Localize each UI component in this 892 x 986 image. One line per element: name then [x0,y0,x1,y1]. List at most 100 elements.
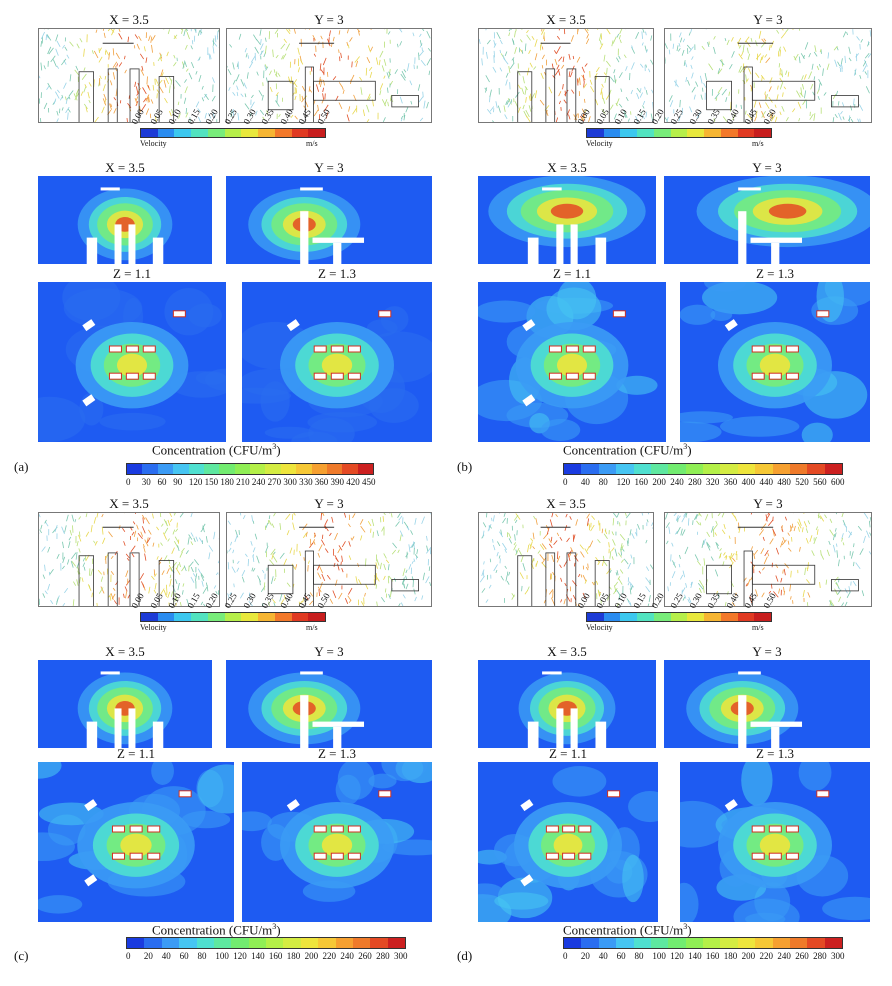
colorbar-swatch [737,129,755,137]
concentration-tick-label: 80 [197,951,207,961]
colorbar-swatch [754,613,772,621]
vector-field [227,29,431,122]
vector-plot-title: X = 3.5 [546,496,586,511]
colorbar-swatch [653,129,671,137]
colorbar-swatch [824,464,842,474]
colorbar-swatch [326,464,343,474]
contour-field [686,671,803,748]
colorbar-swatch [653,613,671,621]
colorbar-swatch [755,464,773,474]
concentration-tick-label: 390 [330,477,345,487]
colorbar-swatch [616,464,634,474]
colorbar-swatch [564,464,582,474]
colorbar-swatch [318,938,336,948]
velocity-unit: m/s [752,139,764,148]
concentration-tick-label: 100 [652,951,666,961]
velocity-label: Velocity [586,139,613,148]
plan-plot-title: Z = 1.1 [552,266,592,281]
concentration-tick-label: 240 [251,477,266,487]
concentration-title: Concentration (CFU/m3) [152,922,281,938]
velocity-label: Velocity [140,139,167,148]
contour-field [77,671,173,748]
velocity-colorbar [140,128,326,138]
concentration-title-close: ) [687,922,692,938]
plan-plot-title: Z = 1.3 [755,746,795,761]
velocity-vector-plot [226,512,432,607]
concentration-tick-label: 60 [616,951,626,961]
colorbar-swatch [173,464,189,474]
colorbar-swatch [250,464,266,474]
concentration-tick-label: 30 [141,477,151,487]
concentration-title-close: ) [276,442,281,458]
plan-plot-title: Z = 1.1 [112,266,152,281]
colorbar-swatch [157,129,175,137]
concentration-tick-label: 140 [251,951,265,961]
concentration-tick-label: 440 [759,477,774,487]
colorbar-swatch [283,938,301,948]
colorbar-swatch [737,464,756,474]
colorbar-swatch [127,464,143,474]
vector-plot-title: Y = 3 [753,496,783,511]
concentration-section-plot [664,660,870,748]
colorbar-swatch [720,129,738,137]
concentration-tick-label: 210 [236,477,250,487]
plan-plot-title: Z = 1.1 [116,746,156,761]
contour-plot-title: Y = 3 [314,644,344,659]
colorbar-swatch [141,129,158,137]
vector-field [665,29,871,122]
concentration-section-plot [226,660,432,748]
velocity-vector-plot [478,512,654,607]
contour-field [478,282,658,442]
colorbar-swatch [637,129,654,137]
concentration-tick-label: 360 [314,477,329,487]
concentration-title-sup: 3 [272,922,277,931]
vector-plot-title: Y = 3 [753,12,783,27]
colorbar-swatch [352,938,371,948]
contour-field [242,762,432,902]
colorbar-swatch [231,938,249,948]
colorbar-swatch [335,938,353,948]
concentration-tick-label: 240 [670,477,684,487]
plan-plot-title: Z = 1.1 [548,746,588,761]
concentration-tick-label: 280 [813,951,827,961]
concentration-tick-label: 560 [813,477,827,487]
colorbar-swatch [807,938,825,948]
vector-field [665,513,871,606]
concentration-tick-label: 200 [652,477,666,487]
concentration-tick-label: 600 [831,477,845,487]
concentration-title: Concentration (CFU/m3) [152,442,281,458]
concentration-title-text: Concentration (CFU/m [563,442,684,458]
colorbar-swatch [300,938,319,948]
colorbar-swatch [241,129,259,137]
concentration-title-sup: 3 [683,922,688,931]
vector-plot-title: X = 3.5 [546,12,586,27]
concentration-title-text: Concentration (CFU/m [152,442,273,458]
panel-label: (d) [457,948,473,963]
concentration-tick-label: 160 [268,951,283,961]
concentration-section-plot [226,176,432,264]
colorbar-swatch [387,938,405,948]
concentration-tick-label: 400 [741,477,756,487]
concentration-tick-label: 60 [157,477,167,487]
velocity-unit: m/s [752,623,764,632]
concentration-colorbar [563,937,843,949]
colorbar-swatch [737,938,756,948]
concentration-colorbar [563,463,843,475]
concentration-tick-label: 120 [616,477,631,487]
concentration-section-plot [478,660,656,748]
concentration-tick-label: 270 [267,477,282,487]
colorbar-swatch [598,938,617,948]
colorbar-swatch [650,938,669,948]
concentration-section-plot [38,176,212,264]
concentration-tick-label: 150 [204,477,219,487]
colorbar-swatch [291,613,309,621]
plan-plot-title: Z = 1.3 [317,266,357,281]
concentration-tick-label: 160 [705,951,720,961]
concentration-tick-label: 40 [161,951,171,961]
concentration-tick-label: 520 [795,477,809,487]
colorbar-swatch [668,464,686,474]
concentration-tick-label: 120 [670,951,684,961]
colorbar-swatch [203,464,220,474]
colorbar-swatch [241,613,259,621]
colorbar-swatch [308,129,326,137]
